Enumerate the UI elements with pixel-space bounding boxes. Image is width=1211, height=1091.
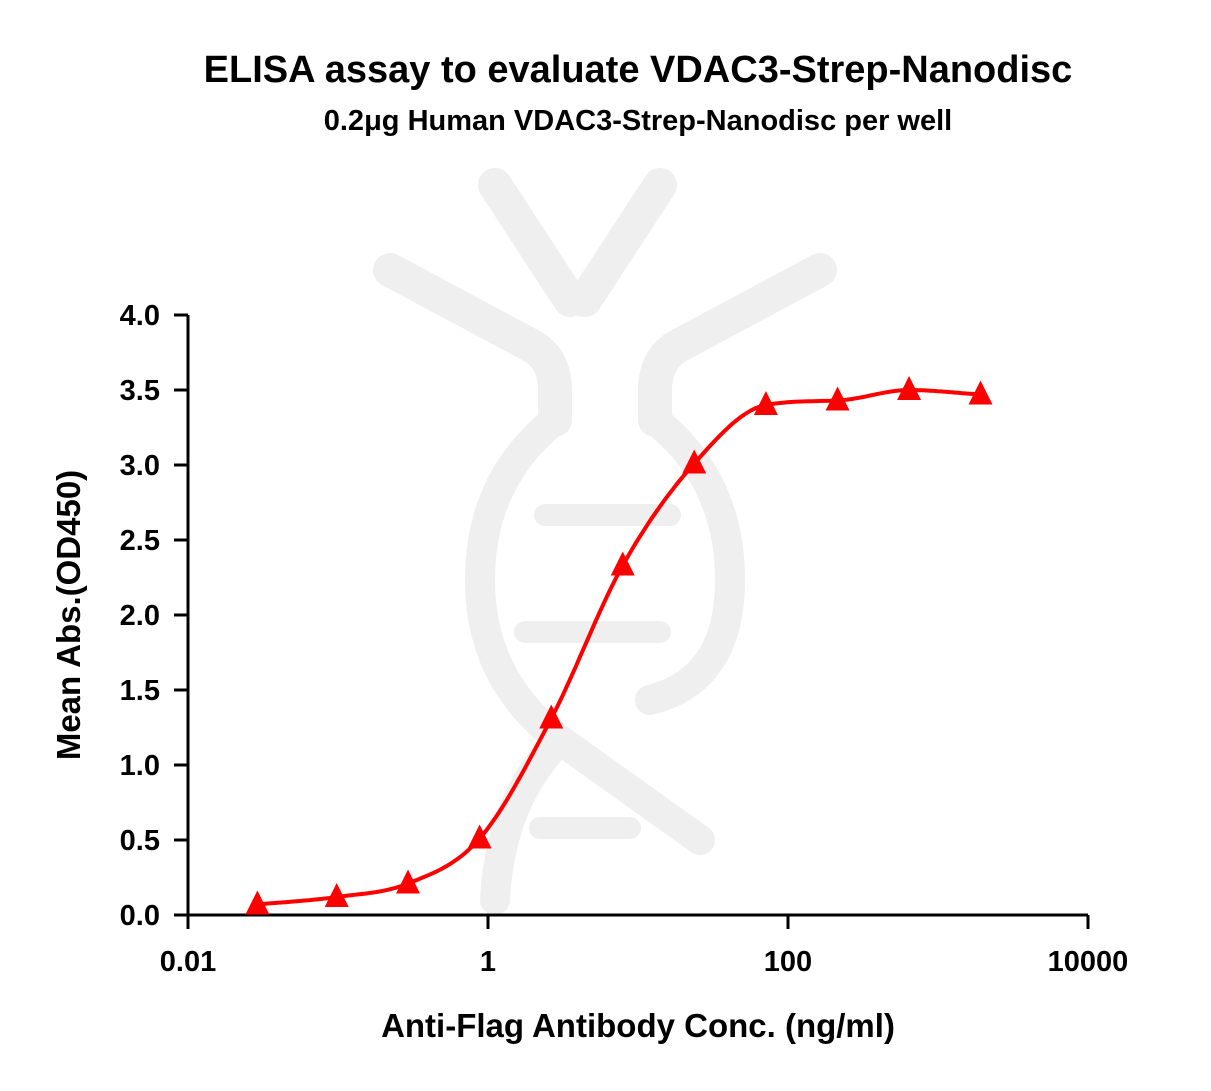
y-tick-label: 2.5	[120, 525, 160, 557]
x-tick-label: 0.01	[160, 946, 216, 978]
plot-area: 0.0 0.5 1.0 1.5 2.0 2.5 3.0 3.5 4.0 0.01 1 100 10000	[120, 300, 1129, 978]
y-tick-label: 0.0	[120, 900, 160, 932]
y-tick-label: 2.0	[120, 600, 160, 632]
y-axis-title: Mean Abs.(OD450)	[50, 470, 87, 760]
data-point-triangle	[897, 376, 922, 400]
data-point-triangle	[396, 869, 421, 894]
data-point-triangle	[682, 449, 707, 474]
data-point-triangle	[968, 380, 993, 405]
data-point-triangle	[610, 551, 635, 576]
data-point-triangle	[324, 883, 349, 907]
watermark-logo	[373, 168, 837, 915]
chart-subtitle: 0.2μg Human VDAC3-Strep-Nanodisc per wel…	[324, 105, 952, 137]
data-point-triangle	[245, 890, 270, 915]
y-tick-label: 4.0	[120, 300, 160, 332]
chart-title: ELISA assay to evaluate VDAC3-Strep-Nano…	[204, 49, 1073, 91]
data-point-triangle	[467, 824, 492, 849]
data-point-triangle	[753, 391, 778, 415]
x-tick-label: 10000	[1048, 946, 1129, 978]
x-axis-title: Anti-Flag Antibody Conc. (ng/ml)	[381, 1007, 895, 1044]
data-point-triangle	[539, 704, 564, 729]
y-tick-label: 1.0	[120, 750, 160, 782]
y-tick-label: 1.5	[120, 675, 160, 707]
data-point-triangle	[825, 386, 850, 411]
y-tick-label: 3.0	[120, 450, 160, 482]
y-tick-label: 3.5	[120, 375, 160, 407]
x-tick-label: 100	[764, 946, 812, 978]
x-tick-label: 1	[480, 946, 496, 978]
y-tick-label: 0.5	[120, 825, 160, 857]
